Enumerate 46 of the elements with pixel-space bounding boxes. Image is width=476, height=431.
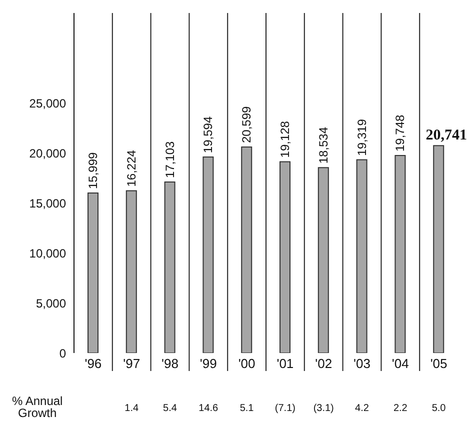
bar bbox=[164, 181, 176, 353]
x-tick-label: '01 bbox=[276, 356, 294, 372]
x-tick-label: '97 bbox=[123, 356, 140, 372]
y-tick-label: 25,000 bbox=[29, 96, 66, 110]
data-label: 16,224 bbox=[124, 150, 138, 187]
bar bbox=[318, 167, 329, 353]
bar bbox=[241, 146, 252, 353]
text: 1.4 bbox=[124, 403, 139, 414]
bar bbox=[280, 161, 290, 353]
text: (7.1) bbox=[274, 403, 296, 414]
text: 2.2 bbox=[393, 403, 408, 414]
y-tick-label: 10,000 bbox=[29, 246, 66, 260]
text: (3.1) bbox=[313, 403, 334, 414]
y-tick-label: 20,000 bbox=[29, 146, 66, 160]
data-label: 18,534 bbox=[316, 126, 330, 164]
x-tick-label: '00 bbox=[238, 356, 256, 372]
text: 5.0 bbox=[432, 403, 446, 414]
data-label: 19,128 bbox=[278, 120, 292, 158]
bar bbox=[88, 192, 98, 353]
data-label: 19,748 bbox=[393, 114, 408, 152]
bar bbox=[356, 159, 368, 353]
y-tick-label: 15,000 bbox=[29, 196, 66, 210]
x-tick-label: '05 bbox=[430, 356, 448, 372]
data-label: 19,319 bbox=[354, 118, 369, 156]
x-tick-label: '96 bbox=[84, 356, 102, 372]
text: 14.6 bbox=[198, 403, 219, 414]
data-label: 17,103 bbox=[162, 140, 177, 178]
text: 4.2 bbox=[355, 403, 370, 414]
x-tick-label: '02 bbox=[315, 356, 332, 372]
text: 5.1 bbox=[240, 403, 254, 414]
data-label: 20,599 bbox=[240, 106, 254, 144]
text: 5.4 bbox=[163, 403, 178, 414]
data-label: 20,741 bbox=[426, 128, 467, 144]
x-tick-label: '98 bbox=[162, 356, 178, 372]
bar bbox=[202, 156, 214, 353]
bar bbox=[394, 155, 406, 353]
y-tick-label: 0 bbox=[59, 346, 66, 360]
data-label: 19,594 bbox=[201, 116, 216, 154]
data-label: 15,999 bbox=[86, 152, 100, 190]
text: % Annual Growth bbox=[12, 394, 63, 420]
x-tick-label: '03 bbox=[354, 356, 370, 372]
bar bbox=[126, 190, 137, 353]
bar bbox=[433, 145, 444, 353]
y-tick-label: 5,000 bbox=[36, 296, 66, 310]
x-tick-label: '04 bbox=[392, 356, 409, 372]
x-tick-label: '99 bbox=[200, 356, 217, 372]
